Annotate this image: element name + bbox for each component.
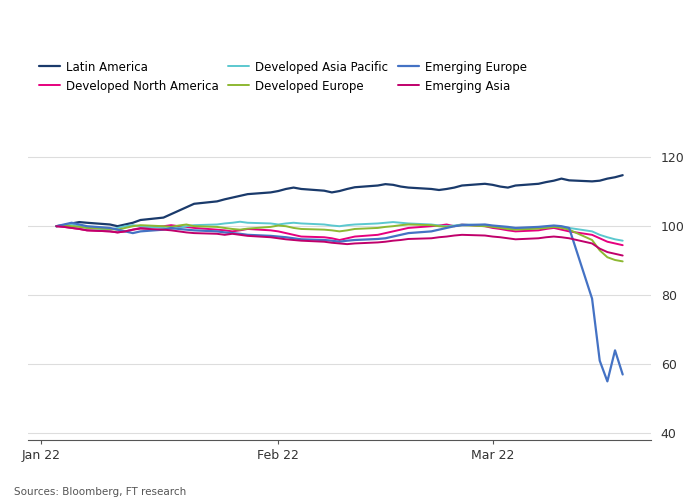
Text: Sources: Bloomberg, FT research: Sources: Bloomberg, FT research [14, 487, 186, 497]
Legend: Latin America, Developed North America, Developed Asia Pacific, Developed Europe: Latin America, Developed North America, … [34, 56, 531, 97]
